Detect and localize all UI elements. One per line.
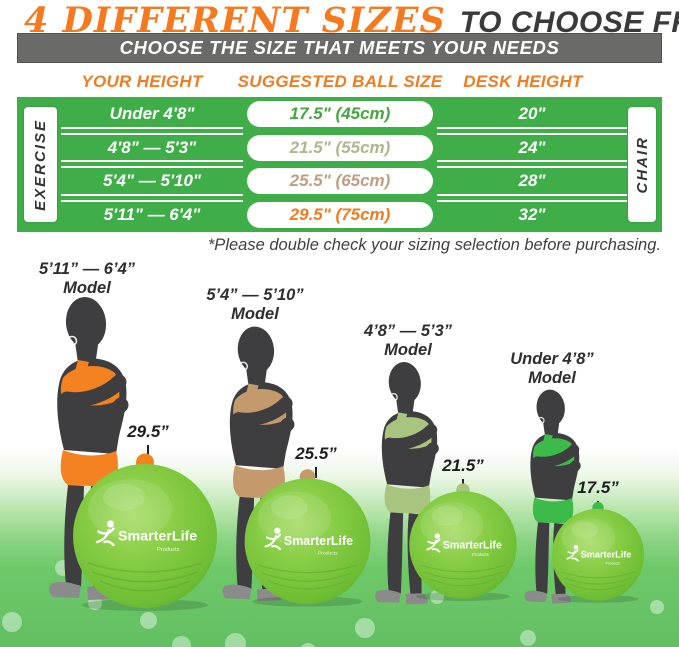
model-height-range: 5’4” — 5’10” (206, 286, 304, 304)
model-word: Model (63, 279, 111, 297)
desk-height-cell: 24" (518, 137, 546, 157)
model-group: 4’8” — 5’3” Model 21.5” (0, 258, 679, 647)
height-cell: 5'11" — 6'4" (103, 205, 201, 225)
background-dot (310, 572, 325, 587)
ball-size-pill: 29.5" (75cm) (247, 202, 433, 229)
callout-pointer-line (597, 501, 599, 512)
exercise-ball (70, 449, 220, 611)
side-label-chair-text: CHAIR (633, 135, 651, 194)
background-dot (225, 633, 246, 647)
model-silhouette (504, 386, 596, 612)
table-row: 5'4" — 5'10" 25.5" (65cm) 28" (17, 165, 662, 199)
callout-pointer-line (462, 479, 464, 490)
ball-size-callout: 29.5” (108, 422, 188, 456)
row-divider (61, 194, 243, 202)
side-label-exercise: EXERCISE (24, 107, 57, 222)
callout-pointer-line (147, 445, 149, 456)
height-cell: 5'4" — 5'10" (103, 171, 201, 191)
background-dot (2, 612, 22, 632)
ball-size-callout: 17.5” (558, 478, 638, 512)
desk-height-cell: 32" (518, 205, 546, 225)
sizing-note: *Please double check your sizing selecti… (207, 236, 661, 254)
model-group: 5’4” — 5’10” Model 25.5” (0, 258, 679, 647)
ball-size-text: 29.5” (127, 422, 169, 441)
column-header-your-height: YOUR HEIGHT (81, 72, 203, 91)
ball-size-text: 21.5” (442, 456, 484, 475)
row-divider (61, 127, 243, 135)
background-dot (470, 582, 483, 595)
ball-size-text: 25.5” (295, 444, 337, 463)
model-group: Under 4’8” Model 17.5” (0, 258, 679, 647)
exercise-ball (242, 465, 373, 607)
row-divider (437, 127, 627, 135)
table-row: 5'11" — 6'4" 29.5" (75cm) 32" (17, 198, 662, 232)
background-dot (140, 612, 157, 629)
ball-size-callout: 25.5” (276, 444, 356, 478)
background-dot (55, 560, 71, 576)
background-dot (300, 643, 316, 647)
model-height-range: 4’8” — 5’3” (363, 322, 453, 340)
desk-height-cell: 20" (518, 103, 546, 123)
model-label: 5’4” — 5’10” Model (188, 286, 322, 324)
exercise-ball (407, 480, 519, 601)
models-scene: 5’11” — 6’4” Model 29.5” 5’4” — 5’10” Mo… (0, 258, 679, 647)
size-table-rows: Under 4'8" 17.5" (45cm) 20" 4'8" — 5'3" … (17, 97, 662, 232)
height-cell: Under 4'8" (109, 103, 195, 123)
table-column-headers: YOUR HEIGHT SUGGESTED BALL SIZE DESK HEI… (0, 72, 679, 96)
background-dot (650, 600, 664, 614)
row-divider (437, 194, 627, 202)
ball-size-pill: 17.5" (45cm) (247, 100, 433, 127)
model-label: Under 4’8” Model (485, 350, 619, 388)
row-divider (437, 160, 627, 168)
model-silhouette (352, 358, 456, 614)
height-cell: 4'8" — 5'3" (107, 137, 197, 157)
background-dot (88, 596, 102, 610)
ball-size-pill: 21.5" (55cm) (247, 134, 433, 161)
ball-size-pill: 25.5" (65cm) (247, 168, 433, 195)
row-divider (61, 160, 243, 168)
model-label: 5’11” — 6’4” Model (20, 260, 154, 298)
table-row: 4'8" — 5'3" 21.5" (55cm) 24" (17, 131, 662, 165)
table-row: Under 4'8" 17.5" (45cm) 20" (17, 97, 662, 131)
model-silhouette (20, 292, 150, 612)
size-table: Under 4'8" 17.5" (45cm) 20" 4'8" — 5'3" … (17, 97, 662, 232)
desk-height-cell: 28" (518, 171, 546, 191)
callout-pointer-line (315, 467, 317, 478)
side-label-exercise-text: EXERCISE (32, 118, 49, 211)
ball-size-callout: 21.5” (423, 456, 503, 490)
banner: CHOOSE THE SIZE THAT MEETS YOUR NEEDS (17, 33, 662, 63)
column-header-desk-height: DESK HEIGHT (463, 72, 583, 91)
model-word: Model (231, 305, 279, 323)
model-height-range: Under 4’8” (510, 350, 594, 368)
background-dot (520, 630, 536, 646)
side-label-chair: CHAIR (628, 107, 656, 222)
banner-text: CHOOSE THE SIZE THAT MEETS YOUR NEEDS (119, 37, 560, 58)
model-word: Model (528, 369, 576, 387)
model-height-range: 5’11” — 6’4” (39, 260, 135, 278)
column-header-ball-size: SUGGESTED BALL SIZE (237, 72, 443, 91)
exercise-ball (550, 499, 646, 603)
background-dot (430, 590, 444, 604)
background-dot (172, 636, 191, 647)
model-group: 5’11” — 6’4” Model 29.5” (0, 258, 679, 647)
background-dot (610, 560, 622, 572)
model-word: Model (384, 341, 432, 359)
ball-size-text: 17.5” (577, 478, 619, 497)
background-dot (355, 618, 375, 638)
model-silhouette (196, 322, 314, 612)
model-label: 4’8” — 5’3” Model (341, 322, 475, 360)
